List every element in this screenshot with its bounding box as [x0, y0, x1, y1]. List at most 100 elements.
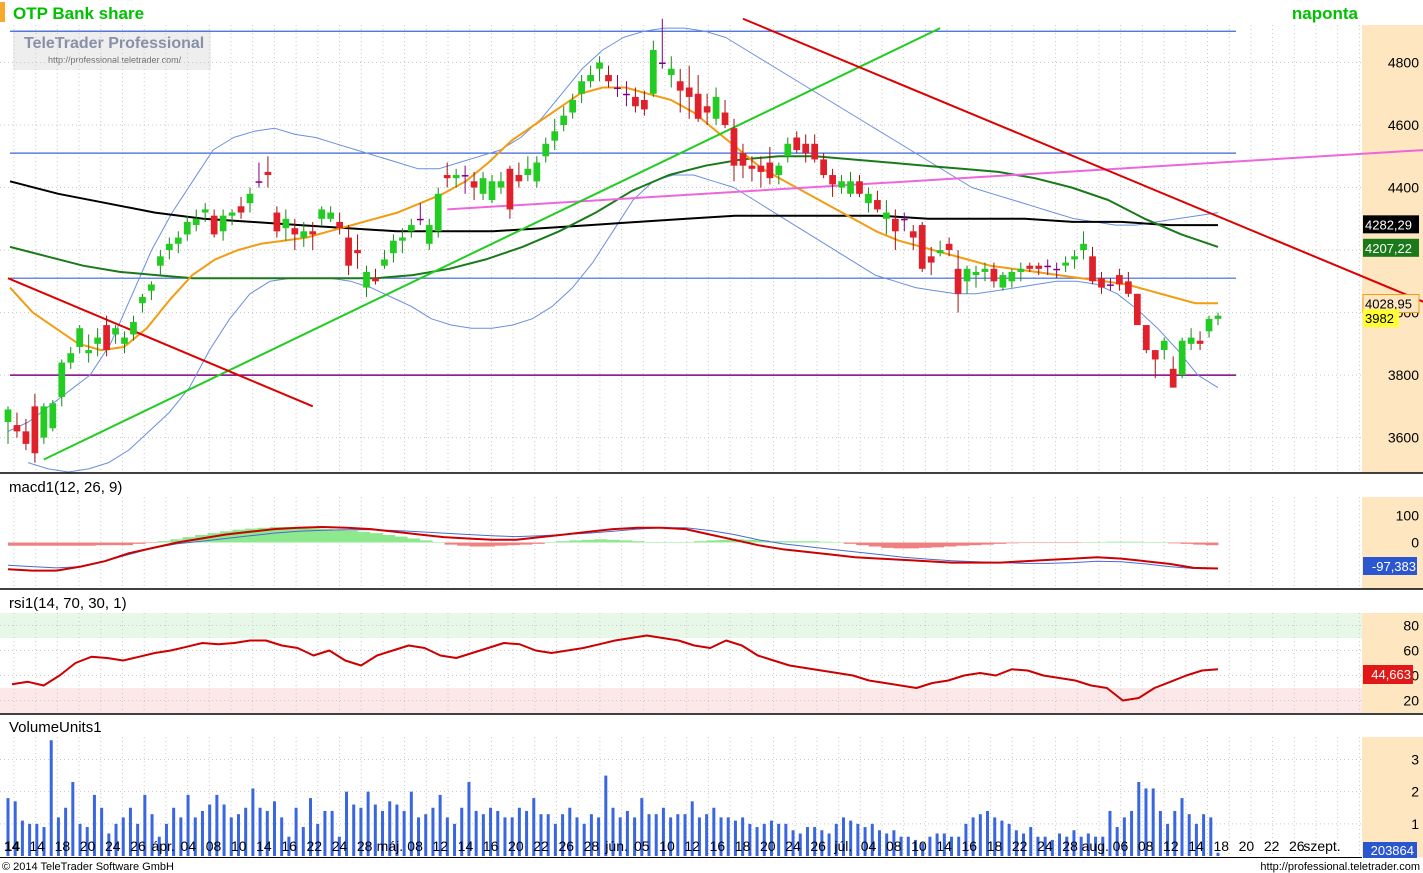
- candle-body: [1053, 268, 1061, 271]
- candle: [157, 250, 164, 276]
- candle: [560, 106, 568, 132]
- candle: [58, 359, 66, 407]
- volume-bar: [1108, 810, 1112, 856]
- candle: [667, 56, 675, 88]
- volume-bar: [791, 830, 795, 856]
- macd-signal-line: [7, 527, 1219, 570]
- volume-bar: [215, 794, 219, 856]
- candle: [524, 156, 532, 182]
- candle: [676, 68, 684, 113]
- candle-body: [883, 212, 890, 219]
- volume-bar: [798, 833, 802, 856]
- macd-hist-bar: [1143, 541, 1157, 543]
- volume-bar: [236, 814, 240, 856]
- macd-hist-bar: [818, 541, 832, 543]
- date-tick-label: 20: [760, 838, 776, 854]
- volume-bar: [769, 820, 773, 856]
- macd-hist-bar: [207, 533, 221, 543]
- candle-body: [587, 75, 594, 82]
- macd-hist-bar: [494, 542, 508, 546]
- macd-hist-bar: [1068, 542, 1082, 544]
- volume-bar: [755, 827, 759, 856]
- volume-bar: [971, 817, 975, 856]
- candle: [838, 175, 845, 194]
- macd-histogram: [8, 526, 1219, 549]
- candle-body: [712, 96, 720, 119]
- candle-body: [676, 81, 684, 91]
- volume-bar: [1158, 810, 1162, 856]
- volume-bar: [453, 823, 457, 856]
- volume-bar: [56, 817, 60, 856]
- date-tick-label: 14: [4, 838, 20, 854]
- macd-hist-bar: [369, 533, 383, 543]
- candle-body: [847, 181, 854, 194]
- candle-body: [506, 168, 514, 210]
- candle-body: [999, 275, 1007, 288]
- candle-body: [1089, 256, 1096, 282]
- macd-label: macd1(12, 26, 9): [9, 479, 122, 496]
- candle: [1133, 293, 1141, 326]
- volume-bar: [272, 801, 276, 856]
- volume-bar: [71, 782, 75, 856]
- date-tick-label: 26: [810, 838, 826, 854]
- candle: [605, 65, 612, 88]
- volume-bar: [647, 814, 651, 856]
- bollinger-upper: [7, 27, 1219, 432]
- macd-hist-bar: [132, 542, 146, 544]
- period-label[interactable]: naponta: [1292, 4, 1359, 23]
- candle: [354, 234, 361, 269]
- candle: [273, 206, 281, 238]
- candle-body: [282, 218, 290, 229]
- footer-url[interactable]: http://professional.teletrader.com: [1260, 861, 1420, 873]
- volume-bar: [107, 833, 111, 856]
- volume-bar: [690, 801, 694, 856]
- candle-body: [1035, 265, 1043, 269]
- price-tick-label: 3600: [1388, 430, 1419, 446]
- candle-body: [775, 165, 783, 176]
- date-tick-label: 10: [231, 838, 247, 854]
- date-tick-label: 26: [130, 838, 146, 854]
- volume-bar: [546, 814, 550, 856]
- volume-bar: [957, 836, 961, 856]
- candle: [712, 87, 720, 126]
- candle: [1071, 250, 1078, 269]
- volume-bar: [950, 836, 954, 856]
- volume-axis-bg: [1362, 737, 1423, 857]
- macd-hist-bar: [619, 540, 633, 543]
- volume-tick-label: 3: [1411, 752, 1419, 768]
- volume-bar: [726, 817, 730, 856]
- candle: [130, 315, 137, 341]
- candle: [757, 156, 765, 188]
- volume-bar: [748, 823, 752, 856]
- date-tick-label: 20: [80, 838, 96, 854]
- price-label-text: 3982: [1365, 311, 1394, 326]
- candle: [318, 206, 326, 226]
- candle-body: [273, 212, 281, 232]
- candle-body: [49, 403, 57, 429]
- volume-bar: [417, 817, 421, 856]
- candle: [865, 187, 872, 213]
- candle: [775, 162, 783, 185]
- macd-hist-bar: [706, 540, 720, 543]
- volume-bar: [813, 827, 817, 856]
- candle: [784, 137, 792, 163]
- candle-body: [909, 231, 917, 238]
- candle-body: [757, 165, 765, 172]
- rsi-current-value: 44,663: [1371, 667, 1411, 682]
- price-label-text: 4282,29: [1365, 217, 1412, 232]
- volume-bar: [733, 820, 737, 856]
- date-tick-label: 12: [432, 838, 448, 854]
- volume-bar: [229, 817, 233, 856]
- candle: [31, 393, 39, 463]
- candle: [4, 406, 12, 444]
- macd-hist-bar: [694, 541, 707, 543]
- candle: [936, 240, 944, 257]
- volume-bar: [568, 807, 572, 856]
- candle: [390, 234, 397, 263]
- candle-body: [479, 178, 487, 194]
- candle-body: [614, 87, 621, 90]
- candle: [632, 87, 639, 113]
- candle: [945, 237, 953, 257]
- candle: [372, 268, 379, 285]
